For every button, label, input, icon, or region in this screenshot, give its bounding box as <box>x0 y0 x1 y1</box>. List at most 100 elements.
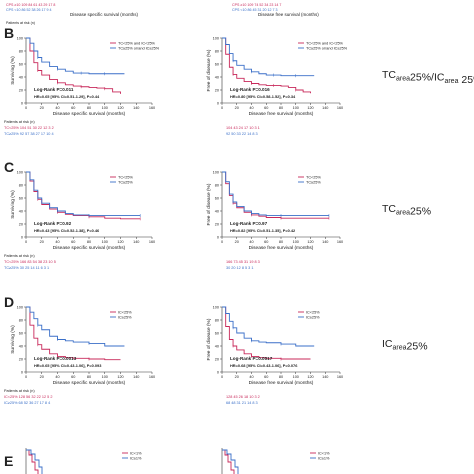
x-tick-label: 20 <box>235 375 239 379</box>
y-tick-label: 0 <box>217 370 219 374</box>
y-axis-label: Surviving (%) <box>10 56 16 85</box>
x-tick-label: 100 <box>102 375 108 379</box>
x-tick-label: 80 <box>87 106 91 110</box>
y-axis-label: Free of disease (%) <box>206 49 212 91</box>
legend-label: TC<25% and IC<25% <box>306 41 344 45</box>
x-tick-label: 160 <box>149 106 155 110</box>
x-tick-label: 120 <box>117 106 123 110</box>
x-tick-label: 20 <box>40 240 44 244</box>
y-tick-label: 40 <box>215 344 219 348</box>
risk-row: 68 48 31 21 14 8 3 <box>226 401 258 405</box>
risk-table-title: Patients at risk (n) <box>4 254 35 258</box>
side-label: TCarea25%/ICarea 25% <box>382 69 474 86</box>
side-label-part: 25% <box>458 74 474 86</box>
hr-text: HR=0.68 [95% CI=0.43-1.06], P=0.076 <box>230 363 298 368</box>
legend-label: TC<25% and IC<25% <box>118 41 156 45</box>
risk-row: 92 50 33 22 14 8 3 <box>226 132 258 136</box>
x-axis-label: Disease specific survival (months) <box>53 380 126 386</box>
x-tick-label: 40 <box>249 106 253 110</box>
x-tick-label: 60 <box>71 106 75 110</box>
side-label: ICarea25% <box>382 338 428 353</box>
x-axis-label: Disease free survival (months) <box>249 111 314 117</box>
y-axis-label: Free of disease (%) <box>206 183 212 225</box>
x-tick-label: 100 <box>293 375 299 379</box>
panel-letter: E <box>4 453 13 469</box>
x-tick-label: 60 <box>264 106 268 110</box>
x-tick-label: 160 <box>337 375 343 379</box>
logrank-text: Log-Rank P=0.97 <box>230 221 268 226</box>
x-tick-label: 100 <box>293 106 299 110</box>
risk-row-top: CPS ≥10 109 84 61 43 29 17 8 <box>6 3 55 7</box>
x-tick-label: 140 <box>322 106 328 110</box>
x-axis-label: Disease free survival (months) <box>249 245 314 251</box>
legend-label: IC<1% <box>318 451 330 455</box>
x-tick-label: 120 <box>307 375 313 379</box>
side-label: TCarea25% <box>382 203 431 218</box>
x-axis-label: Disease free survival (months) <box>249 380 314 386</box>
logrank-text: Log-Rank P=0.016 <box>230 87 270 92</box>
risk-row: IC<25% 128 56 32 22 12 5 2 <box>4 395 52 399</box>
y-tick-label: 100 <box>17 170 23 174</box>
x-axis-label: Disease specific survival (months) <box>53 245 126 251</box>
legend-label: IC≥25% <box>118 315 132 319</box>
y-tick-label: 100 <box>17 36 23 40</box>
x-tick-label: 80 <box>279 375 283 379</box>
y-tick-label: 80 <box>19 183 23 187</box>
y-tick-label: 60 <box>19 331 23 335</box>
km-curve-blue <box>222 37 315 77</box>
risk-table-title: Patients at risk (n) <box>4 120 35 124</box>
y-tick-label: 20 <box>215 222 219 226</box>
km-curve-red <box>26 449 39 474</box>
y-tick-label: 100 <box>213 170 219 174</box>
legend-label: IC≥1% <box>318 456 330 460</box>
risk-row-top: CPS <10 86 52 38 26 17 9 4 <box>6 8 51 12</box>
x-tick-label: 20 <box>40 106 44 110</box>
y-tick-label: 0 <box>21 370 23 374</box>
hr-text: HR=0.43 [95% CI=0.52-1.38], P=0.46 <box>34 228 100 233</box>
x-tick-label: 140 <box>133 375 139 379</box>
km-curve-blue <box>222 171 329 216</box>
y-tick-label: 80 <box>19 318 23 322</box>
x-tick-label: 0 <box>25 375 27 379</box>
y-tick-label: 60 <box>215 62 219 66</box>
y-tick-label: 20 <box>19 357 23 361</box>
side-label-part: area <box>396 76 410 83</box>
risk-row: TC<25% 104 51 30 22 12 3 2 <box>4 126 54 130</box>
legend-label: TC≥25% <box>118 180 133 184</box>
km-curve-blue <box>26 306 125 347</box>
x-tick-label: 60 <box>71 375 75 379</box>
x-tick-label: 20 <box>235 240 239 244</box>
km-curve-red <box>26 37 121 94</box>
x-tick-label: 160 <box>149 375 155 379</box>
km-curve-red <box>222 306 311 360</box>
x-axis-label: Disease free survival (months) <box>258 12 319 17</box>
km-curve-red <box>26 306 121 361</box>
hr-text: HR=0.65 [95% CI=0.43-1.06], P=0.093 <box>34 363 102 368</box>
y-tick-label: 20 <box>19 88 23 92</box>
risk-row: 30 20 12 8 5 3 1 <box>226 266 253 270</box>
x-tick-label: 60 <box>264 240 268 244</box>
x-tick-label: 60 <box>264 375 268 379</box>
y-tick-label: 40 <box>19 209 23 213</box>
y-tick-label: 0 <box>217 101 219 105</box>
x-tick-label: 40 <box>249 240 253 244</box>
y-tick-label: 0 <box>21 235 23 239</box>
x-tick-label: 0 <box>221 106 223 110</box>
side-label-part: 25% <box>410 206 431 218</box>
legend-label: IC<25% <box>306 310 320 314</box>
hr-text: HR=0.65 [95% CI=0.51-1.29], P=0.44 <box>34 94 100 99</box>
x-tick-label: 80 <box>87 240 91 244</box>
y-axis-label: Surviving (%) <box>10 325 16 354</box>
x-tick-label: 100 <box>293 240 299 244</box>
km-curve-blue <box>26 37 125 75</box>
x-tick-label: 140 <box>322 240 328 244</box>
y-tick-label: 60 <box>215 196 219 200</box>
logrank-text: Log-Rank P=0.011 <box>34 87 74 92</box>
risk-row: IC≥25% 68 52 36 27 17 8 4 <box>4 401 50 405</box>
legend-label: IC≥1% <box>130 456 142 460</box>
logrank-text: Log-Rank P=0.92 <box>34 221 72 226</box>
side-label-part: TC <box>382 69 396 81</box>
x-tick-label: 20 <box>235 106 239 110</box>
y-tick-label: 40 <box>19 75 23 79</box>
